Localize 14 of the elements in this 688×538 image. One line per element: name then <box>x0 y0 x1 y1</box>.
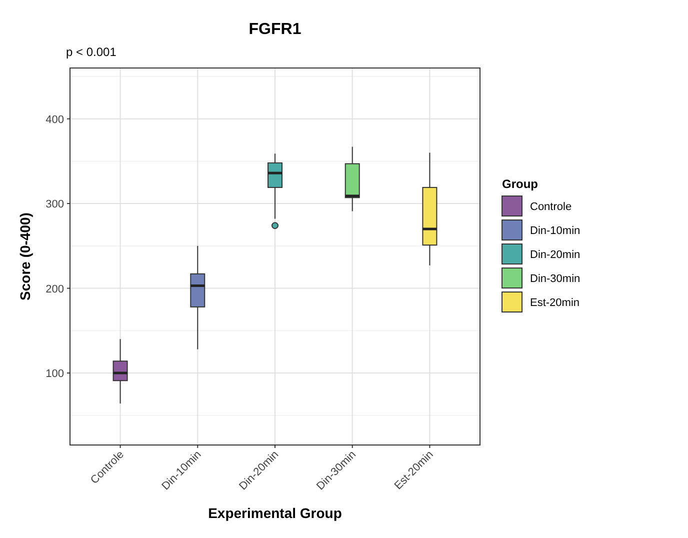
chart-title: FGFR1 <box>248 21 302 38</box>
x-axis-title: Experimental Group <box>208 505 342 521</box>
y-tick-label: 100 <box>46 368 64 380</box>
legend-label: Din-10min <box>530 225 580 237</box>
y-tick-label: 300 <box>46 198 64 211</box>
y-tick-label: 200 <box>46 283 64 296</box>
legend-label: Din-30min <box>530 273 580 285</box>
legend-label: Din-20min <box>530 249 580 261</box>
legend-title: Group <box>502 177 538 191</box>
text: p < 0.001 <box>66 45 117 59</box>
legend-label: Est-20min <box>530 297 580 309</box>
y-tick-label: 400 <box>46 114 64 126</box>
y-axis-title: Score (0-400) <box>17 212 33 300</box>
legend-label: Controle <box>530 201 572 213</box>
